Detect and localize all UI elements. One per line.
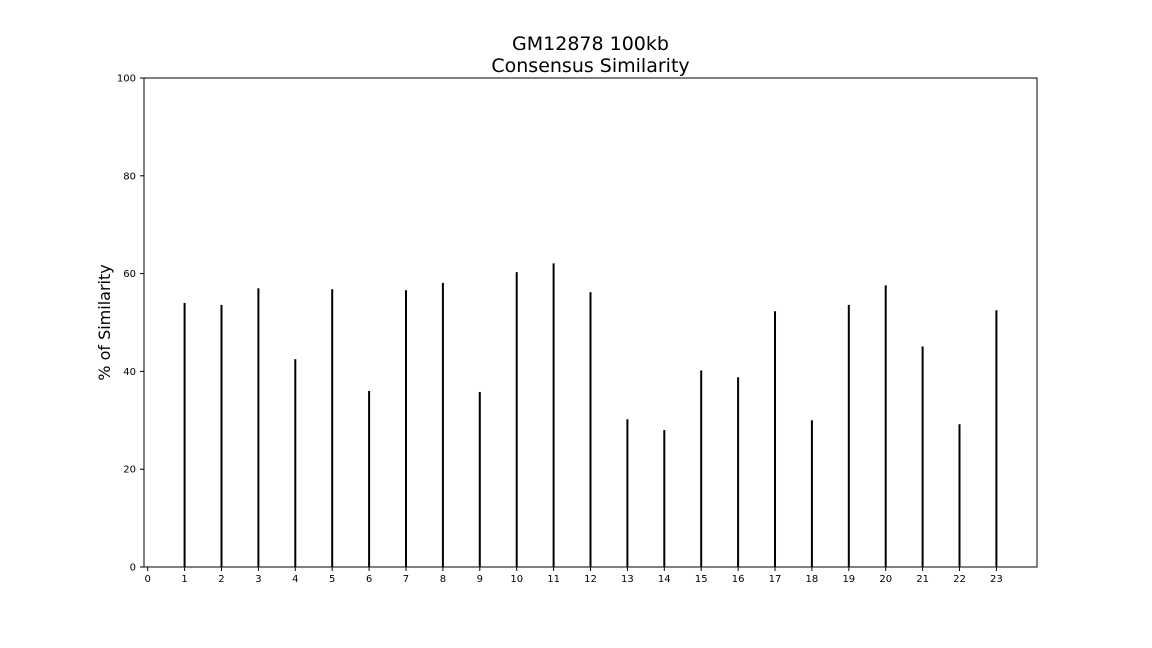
- x-tick-label: 16: [732, 574, 745, 585]
- x-tick-label: 4: [292, 574, 298, 585]
- chart-title-line-2: Consensus Similarity: [491, 55, 689, 77]
- bar-22: [958, 424, 961, 567]
- x-tick-label: 13: [621, 574, 634, 585]
- x-tick-label: 0: [145, 574, 151, 585]
- bar-11: [552, 263, 555, 567]
- y-tick-label: 80: [123, 171, 136, 182]
- x-tick-label: 19: [842, 574, 855, 585]
- x-tick-label: 12: [584, 574, 597, 585]
- y-tick-label: 0: [130, 563, 136, 574]
- bar-7: [404, 290, 407, 567]
- bar-13: [626, 419, 629, 567]
- y-axis-label: % of Similarity: [95, 264, 114, 380]
- bar-14: [663, 430, 666, 567]
- x-tick-label: 17: [769, 574, 782, 585]
- x-tick-label: 11: [547, 574, 560, 585]
- bar-18: [810, 420, 813, 567]
- x-tick-label: 7: [403, 574, 409, 585]
- bar-1: [183, 302, 186, 567]
- bar-2: [220, 304, 223, 567]
- x-tick-label: 8: [440, 574, 446, 585]
- y-tick-label: 100: [117, 74, 136, 85]
- bar-23: [995, 310, 998, 567]
- bar-21: [921, 346, 924, 567]
- bar-9: [478, 391, 481, 567]
- bar-10: [515, 272, 518, 567]
- y-tick-label: 20: [123, 465, 136, 476]
- chart-title-line-1: GM12878 100kb: [512, 33, 669, 55]
- x-tick-label: 22: [953, 574, 966, 585]
- bar-3: [257, 288, 260, 567]
- x-tick-label: 14: [658, 574, 671, 585]
- x-tick-label: 3: [255, 574, 261, 585]
- bar-17: [774, 311, 777, 567]
- bar-20: [884, 285, 887, 567]
- y-tick-label: 40: [123, 367, 136, 378]
- bar-15: [700, 370, 703, 567]
- x-tick-label: 10: [510, 574, 523, 585]
- bar-19: [847, 304, 850, 567]
- y-axis: 0 20 40 60 80 100: [117, 74, 144, 574]
- x-tick-label: 1: [181, 574, 187, 585]
- x-tick-label: 21: [916, 574, 929, 585]
- x-tick-label: 5: [329, 574, 335, 585]
- bars-group: [183, 263, 998, 567]
- x-tick-label: 15: [695, 574, 708, 585]
- bar-5: [331, 289, 334, 567]
- x-tick-label: 6: [366, 574, 372, 585]
- bar-4: [294, 359, 297, 567]
- x-tick-label: 18: [806, 574, 819, 585]
- x-tick-label: 9: [477, 574, 483, 585]
- bar-6: [368, 390, 371, 567]
- x-axis: 0 1 2 3 4 5 6 7 8 9 10 11 12 13 14 15 16 17 18 19 20 21 22 23: [145, 567, 1003, 585]
- y-tick-label: 60: [123, 269, 136, 280]
- x-tick-label: 20: [879, 574, 892, 585]
- bar-8: [441, 282, 444, 567]
- x-tick-label: 23: [990, 574, 1003, 585]
- bar-12: [589, 292, 592, 567]
- bar-16: [737, 377, 740, 567]
- x-tick-label: 2: [218, 574, 224, 585]
